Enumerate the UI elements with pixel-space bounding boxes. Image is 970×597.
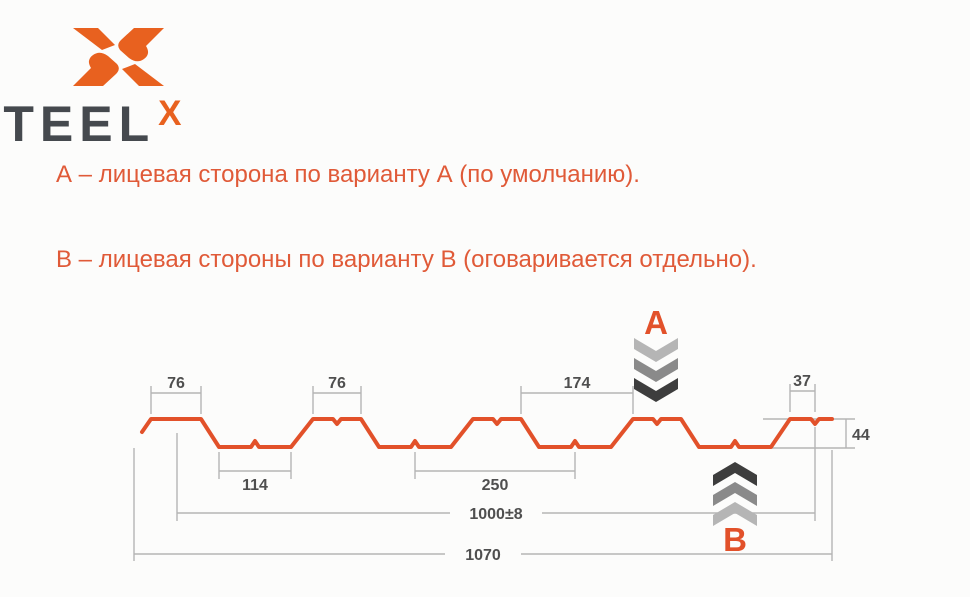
side-a-label: A (644, 304, 668, 341)
dim-crest2-value: 76 (328, 375, 346, 392)
logo-text-x-superscript: X (158, 94, 182, 133)
variant-b-note: В – лицевая стороны по варианту В (огова… (56, 246, 757, 273)
side-a-arrow: A (634, 304, 678, 402)
logo-wordmark: STEEL X (0, 96, 182, 152)
dim-edge-crest-value: 37 (793, 373, 811, 390)
steelx-logo-icon (73, 28, 164, 86)
dim-working-width-value: 1000±8 (469, 506, 522, 523)
side-b-arrow: B (713, 462, 757, 558)
logo-arm-topleft (73, 28, 115, 50)
dim-crest-gap-value: 174 (564, 375, 591, 392)
logo-text-steel: STEEL (0, 96, 156, 152)
side-b-label: B (723, 521, 747, 558)
chevron-down-icon (634, 378, 678, 402)
sheet-profile-outline (140, 417, 834, 449)
logo-arm-topright (118, 28, 164, 62)
logo-arm-bottomleft (73, 52, 119, 86)
dim-overall-width-value: 1070 (465, 547, 501, 564)
dimension-lines (133, 384, 855, 561)
dimension-labels: 76 76 174 37 114 250 1000±8 1070 44 (167, 373, 870, 564)
chevron-down-icon (634, 358, 678, 382)
chevron-down-icon (634, 338, 678, 362)
dim-pitch-value: 250 (482, 477, 509, 494)
variant-a-note: А – лицевая сторона по варианту А (по ум… (56, 161, 640, 188)
dim-valley-value: 114 (242, 477, 268, 494)
dim-height-value: 44 (852, 427, 870, 444)
chevron-up-icon (713, 462, 757, 486)
logo-arm-bottomright (122, 64, 164, 86)
chevron-up-icon (713, 482, 757, 506)
chevron-up-icon (713, 502, 757, 526)
dim-crest1-value: 76 (167, 375, 185, 392)
